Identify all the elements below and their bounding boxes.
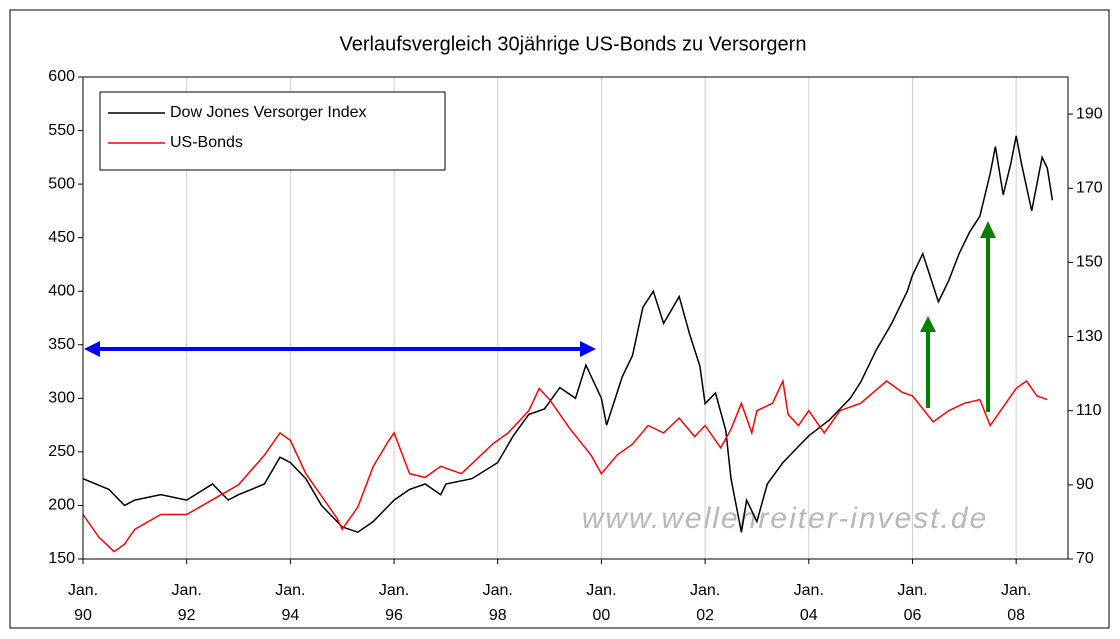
legend-label: US-Bonds (170, 134, 243, 151)
legend: Dow Jones Versorger Index US-Bonds (99, 91, 446, 171)
y-tick-label: 600 (48, 68, 75, 85)
arrow-head (84, 341, 100, 357)
y-tick-label: 300 (48, 390, 75, 407)
y-tick-label: 150 (48, 550, 75, 567)
x-tick-label: Jan. 04 (793, 582, 824, 624)
y-tick-label: 550 (48, 122, 75, 139)
y-tick-label: 500 (48, 175, 75, 192)
y2-tick-label: 130 (1076, 328, 1103, 345)
y2-tick-label: 70 (1076, 550, 1094, 567)
y2-tick-label: 190 (1076, 105, 1103, 122)
x-tick-label: Jan. 08 (1001, 582, 1032, 624)
x-tick-label: Jan. 98 (482, 582, 513, 624)
series-line (82, 378, 1048, 553)
x-tick-label: Jan. 92 (171, 582, 202, 624)
series-line (82, 135, 1054, 534)
x-tick-label: Jan. 96 (378, 582, 410, 624)
y2-tick-label: 150 (1076, 254, 1103, 271)
y-tick-label: 450 (48, 229, 75, 246)
x-tick-label: Jan. 06 (897, 582, 928, 624)
plot-frame (82, 76, 1069, 560)
legend-label: Dow Jones Versorger Index (170, 104, 367, 121)
x-tick-label: Jan. 90 (67, 582, 99, 624)
y2-tick-label: 90 (1076, 476, 1094, 493)
y2-tick-label: 170 (1076, 179, 1103, 196)
legend-box (99, 91, 446, 171)
x-tick-label: Jan. 02 (689, 582, 721, 624)
y-tick-label: 200 (48, 497, 75, 514)
arrow-head (580, 341, 596, 357)
annotations (84, 221, 996, 412)
arrow-head (980, 221, 996, 238)
y2-tick-label: 110 (1076, 402, 1102, 419)
chart-title: Verlaufsvergleich 30jährige US-Bonds zu … (340, 33, 807, 55)
y-tick-label: 350 (48, 336, 75, 353)
x-tick-label: Jan. 00 (586, 582, 617, 624)
x-tick-label: Jan. 94 (275, 582, 306, 624)
y-tick-label: 400 (48, 282, 75, 299)
watermark: www.wellenreiter-invest.de (582, 502, 989, 535)
arrow-head (920, 316, 936, 332)
y-tick-label: 250 (48, 443, 75, 460)
